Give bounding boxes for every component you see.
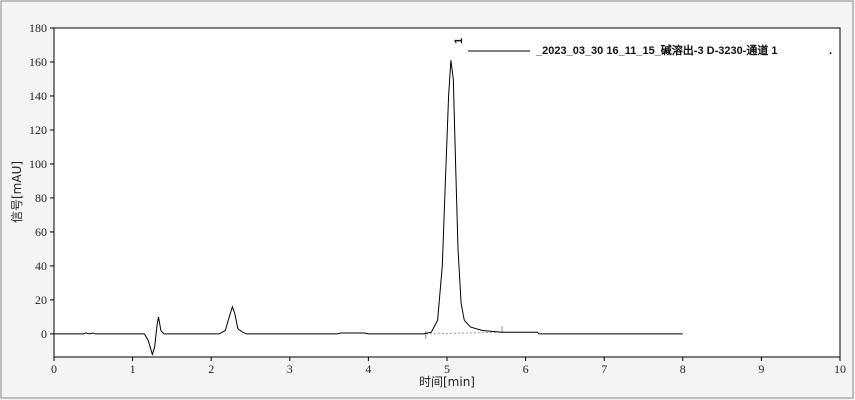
legend: _2023_03_30 16_11_15_碱溶出-3 D-3230-通道 1 . — [468, 43, 832, 57]
y-tick-label: 100 — [29, 157, 47, 171]
y-tick-label: 80 — [35, 191, 47, 205]
x-tick-label: 2 — [208, 362, 214, 376]
x-axis-label: 时间[min] — [419, 375, 475, 389]
y-tick-label: 20 — [35, 293, 47, 307]
x-tick-label: 5 — [444, 362, 450, 376]
x-tick-label: 4 — [365, 362, 371, 376]
x-tick-label: 9 — [758, 362, 764, 376]
x-tick-label: 1 — [130, 362, 136, 376]
x-tick-label: 8 — [680, 362, 686, 376]
x-tick-label: 3 — [287, 362, 293, 376]
y-tick-label: 60 — [35, 225, 47, 239]
chromatogram-trace — [54, 60, 683, 356]
y-axis-label: 信号[mAU] — [10, 161, 24, 223]
peak-label: 1 — [453, 38, 465, 44]
y-tick-label: 40 — [35, 259, 47, 273]
plot-area — [53, 27, 841, 358]
x-tick-label: 10 — [834, 362, 846, 376]
legend-trailing: . — [829, 45, 832, 57]
x-tick-label: 0 — [51, 362, 57, 376]
y-tick-label: 0 — [41, 327, 47, 341]
x-tick-label: 6 — [523, 362, 529, 376]
x-tick-label: 7 — [601, 362, 607, 376]
y-tick-label: 140 — [29, 89, 47, 103]
y-tick-label: 180 — [29, 21, 47, 35]
y-tick-label: 120 — [29, 123, 47, 137]
legend-label: _2023_03_30 16_11_15_碱溶出-3 D-3230-通道 1 — [535, 43, 778, 57]
y-tick-label: 160 — [29, 55, 47, 69]
integration-baseline — [425, 331, 503, 335]
